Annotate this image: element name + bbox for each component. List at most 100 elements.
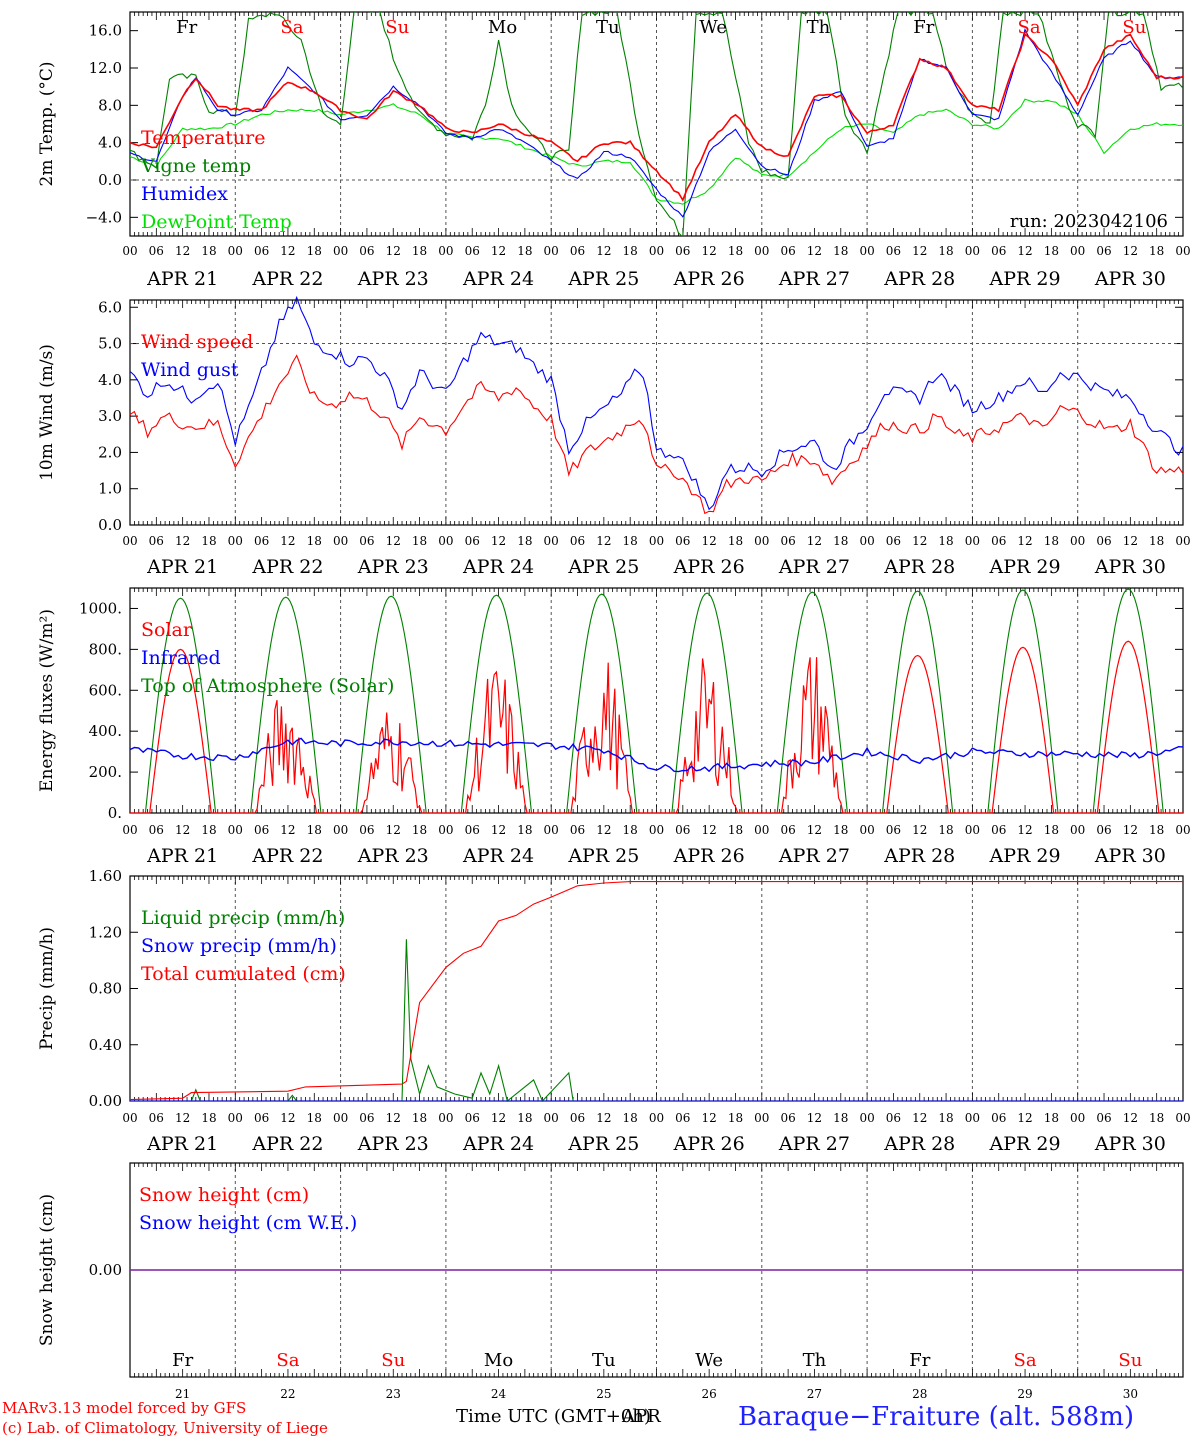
x-hour-label: 18 [833, 534, 848, 548]
x-hour-label: 18 [307, 823, 322, 837]
x-hour-label: 00 [649, 1111, 664, 1125]
panel-5: 0.00 Snow height (cm) Snow height (cm) Snow… [37, 1162, 1184, 1401]
x-hour-label: 12 [912, 1111, 927, 1125]
x-hour-label: 12 [491, 244, 506, 258]
x-date-label: APR 29 [989, 268, 1061, 290]
x-axis-title-overlap: APR [622, 1406, 661, 1427]
x-hour-label: 06 [570, 244, 585, 258]
x-hour-label: 00 [228, 823, 243, 837]
x-hour-label: 06 [254, 244, 269, 258]
y-tick-label: 1000. [79, 599, 122, 617]
x-hour-label: 12 [1017, 534, 1032, 548]
x-hour-label: 12 [491, 823, 506, 837]
x-hour-label: 00 [544, 823, 559, 837]
series-line [129, 737, 1184, 773]
x-hour-label: 12 [807, 823, 822, 837]
day-name: Tu [596, 17, 620, 38]
day-name: Sa [1018, 17, 1041, 38]
x-hour-label: 18 [307, 534, 322, 548]
x-hour-label: 00 [438, 534, 453, 548]
series-line [129, 354, 1184, 515]
x-date-label: APR 24 [462, 845, 534, 867]
x-date-label: APR 26 [673, 268, 745, 290]
x-hour-label: 00 [965, 1111, 980, 1125]
x-hour-label: 12 [491, 534, 506, 548]
x-hour-label: 06 [359, 823, 374, 837]
x-hour-label: 06 [991, 244, 1006, 258]
x-hour-label: 12 [1123, 1111, 1138, 1125]
x-hour-label: 00 [122, 534, 137, 548]
x-hour-label: 00 [333, 823, 348, 837]
x-date-label: APR 25 [567, 845, 639, 867]
x-hour-label: 06 [254, 534, 269, 548]
day-name: Su [1122, 17, 1146, 38]
x-hour-label: 12 [912, 244, 927, 258]
x-hour-label: 06 [886, 534, 901, 548]
x-hour-label: 00 [965, 244, 980, 258]
x-hour-label: 12 [280, 244, 295, 258]
x-hour-label: 00 [228, 244, 243, 258]
y-tick-label: 400. [89, 722, 122, 740]
x-hour-label: 06 [780, 1111, 795, 1125]
day-name: Mo [484, 1350, 513, 1371]
x-hour-label: 06 [780, 244, 795, 258]
x-hour-label: 18 [517, 244, 532, 258]
legend-entry: Liquid precip (mm/h) [141, 907, 345, 929]
series-line [130, 28, 1183, 218]
x-hour-label: 12 [175, 823, 190, 837]
x-hour-label: 00 [1070, 1111, 1085, 1125]
x-hour-label: 06 [465, 1111, 480, 1125]
x-hour-label: 18 [517, 534, 532, 548]
x-hour-label: 06 [570, 1111, 585, 1125]
series-line [129, 295, 1184, 511]
x-hour-label: 12 [175, 534, 190, 548]
x-date-label: APR 28 [883, 845, 955, 867]
day-name: Sa [1014, 1350, 1037, 1371]
x-hour-label: 00 [965, 534, 980, 548]
legend-entry: Total cumulated (cm) [141, 963, 346, 985]
x-date-label: APR 30 [1094, 1133, 1166, 1155]
x-hour-label: 12 [807, 1111, 822, 1125]
x-hour-label: 18 [1044, 244, 1059, 258]
x-date-label: APR 23 [357, 1133, 429, 1155]
day-number: 21 [175, 1387, 190, 1401]
x-hour-label: 18 [938, 823, 953, 837]
series-line [130, 32, 1183, 202]
x-hour-label: 06 [675, 244, 690, 258]
x-date-label: APR 23 [357, 268, 429, 290]
x-hour-label: 12 [702, 244, 717, 258]
series-line [129, 881, 1183, 1101]
x-date-label: APR 30 [1094, 268, 1166, 290]
x-hour-label: 06 [149, 1111, 164, 1125]
legend-entry: Humidex [141, 183, 228, 205]
y-tick-label: 2.0 [98, 443, 122, 461]
x-date-label: APR 25 [567, 556, 639, 578]
x-hour-label: 12 [280, 534, 295, 548]
x-hour-label: 00 [1070, 534, 1085, 548]
panel-4: 1.60 1.20 0.80 0.40 0.00 Precip (mm/h) Liquid … [37, 867, 1191, 1155]
y-tick-label: 200. [89, 763, 122, 781]
x-date-label: APR 26 [673, 1133, 745, 1155]
panel-1: 16.0 12.0 8.0 4.0 0.0 −4.0 2m Temp. (°C) Fr Sa Su… [37, 11, 1191, 290]
x-hour-label: 06 [675, 534, 690, 548]
x-date-label: APR 28 [883, 556, 955, 578]
series-line [130, 640, 1183, 814]
x-hour-label: 18 [623, 823, 638, 837]
y-tick-label: 12.0 [89, 59, 122, 77]
x-hour-label: 00 [649, 244, 664, 258]
x-hour-label: 00 [649, 534, 664, 548]
x-hour-label: 06 [254, 1111, 269, 1125]
y-tick-label: 0.00 [89, 1092, 122, 1110]
x-hour-label: 18 [938, 1111, 953, 1125]
x-hour-label: 12 [912, 534, 927, 548]
x-hour-label: 18 [1149, 823, 1164, 837]
legend-entry: Vigne temp [140, 155, 251, 177]
day-number: 24 [491, 1387, 507, 1401]
x-hour-label: 06 [1096, 244, 1111, 258]
x-hour-label: 00 [754, 244, 769, 258]
y-axis-label: Energy fluxes (W/m²) [37, 609, 57, 792]
day-name: Tu [592, 1350, 616, 1371]
x-hour-label: 00 [544, 534, 559, 548]
x-date-label: APR 30 [1094, 845, 1166, 867]
y-tick-label: 0.40 [89, 1036, 122, 1054]
